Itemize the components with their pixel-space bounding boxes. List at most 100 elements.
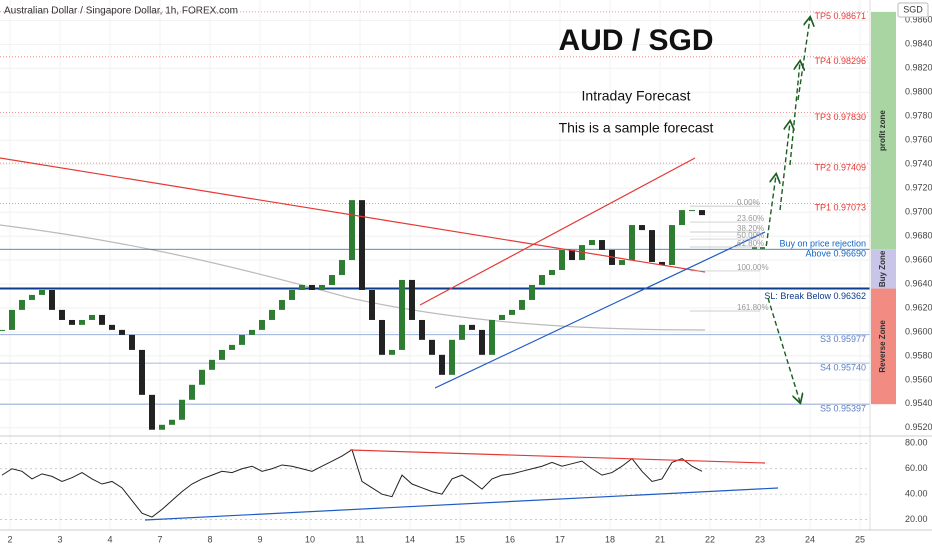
candle [329, 275, 335, 285]
rsi-tick-label: 40.00 [905, 489, 928, 499]
candle [629, 225, 635, 261]
candle [49, 290, 55, 310]
candle [569, 249, 575, 261]
candle [669, 225, 675, 265]
candle [159, 424, 165, 430]
forecast-arrows [752, 18, 810, 402]
candles [0, 200, 705, 430]
forecast-title: AUD / SGD [558, 24, 713, 57]
arrow [752, 175, 776, 249]
candle [169, 419, 175, 425]
trend-line [0, 157, 706, 273]
x-tick-label: 8 [207, 534, 212, 544]
candle [209, 359, 215, 370]
candle [589, 240, 595, 246]
candle [299, 284, 305, 290]
fib-label: 38.20% [737, 224, 764, 233]
candle [549, 269, 555, 276]
candle [269, 309, 275, 320]
candle [529, 284, 535, 300]
candle [0, 329, 5, 331]
moving-average [0, 224, 706, 331]
candle [639, 225, 645, 231]
candle [599, 240, 605, 250]
candle [219, 349, 225, 360]
level-label: S4 0.95740 [820, 362, 866, 372]
currency: SGD [903, 4, 923, 14]
fib-label: 23.60% [737, 214, 764, 223]
candle [309, 284, 315, 290]
level-label: S5 0.95397 [820, 404, 866, 414]
candle [99, 314, 105, 325]
x-tick-label: 16 [505, 534, 515, 544]
rsi-tick-label: 20.00 [905, 514, 928, 524]
x-tick-label: 24 [805, 534, 815, 544]
buy-note: Buy on price rejection [779, 238, 866, 248]
candle [109, 324, 115, 330]
fib-label: 100.00% [737, 263, 769, 272]
candle [619, 260, 625, 265]
candle [419, 319, 425, 340]
candle [439, 354, 445, 375]
channel-line [419, 157, 696, 306]
x-tick-label: 17 [555, 534, 565, 544]
candle [139, 349, 145, 395]
candle [679, 210, 685, 226]
candle [449, 339, 455, 375]
candle [89, 314, 95, 320]
currency-badge [897, 2, 929, 18]
zone-label: profit zone [878, 110, 887, 151]
level-label: S3 0.95977 [820, 334, 866, 344]
fib-label: 50.00% [737, 231, 764, 240]
fib-label: 61.80% [737, 239, 764, 248]
candle [29, 294, 35, 300]
candle [69, 319, 75, 325]
candle [149, 394, 155, 430]
candle [699, 210, 705, 216]
candle [399, 279, 405, 350]
zone-label: Reverse Zone [878, 320, 887, 373]
candle [239, 334, 245, 345]
forecast-subtitle: Intraday Forecast [582, 88, 691, 104]
candle [229, 344, 235, 350]
candle [479, 329, 485, 355]
x-tick-label: 22 [705, 534, 715, 544]
forecast-note: This is a sample forecast [559, 120, 714, 136]
x-tick-label: 21 [655, 534, 665, 544]
candle [489, 319, 495, 355]
candle [189, 384, 195, 400]
x-tick-label: 4 [107, 534, 112, 544]
candle [689, 210, 695, 212]
candle [539, 275, 545, 285]
rsi-resistance [349, 449, 766, 464]
symbol-title: Australian Dollar / Singapore Dollar, 1h… [4, 6, 238, 17]
level-label: TP4 0.98296 [814, 56, 866, 66]
candle [79, 319, 85, 325]
candle [279, 299, 285, 310]
zone [871, 288, 896, 405]
fib-label: 161.80% [737, 303, 769, 312]
candle [129, 334, 135, 350]
candle [379, 319, 385, 355]
level-label: SL: Break Below 0.96362 [764, 291, 866, 301]
candle [359, 200, 365, 290]
x-tick-label: 7 [157, 534, 162, 544]
candle [249, 329, 255, 335]
